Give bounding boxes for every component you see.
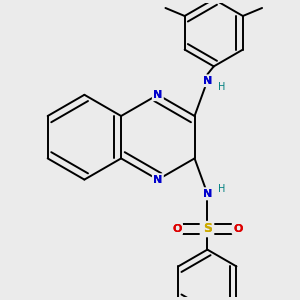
Text: N: N (153, 90, 163, 100)
Text: N: N (203, 189, 212, 199)
Text: N: N (203, 76, 212, 86)
Text: O: O (233, 224, 242, 234)
Text: N: N (153, 90, 163, 100)
Text: N: N (203, 76, 212, 86)
Text: S: S (203, 222, 212, 235)
Text: O: O (172, 224, 182, 234)
Text: H: H (218, 184, 226, 194)
Text: N: N (203, 189, 212, 199)
Text: H: H (218, 82, 226, 92)
Text: N: N (153, 175, 163, 184)
Text: O: O (233, 224, 242, 234)
Text: S: S (203, 222, 212, 235)
Text: N: N (153, 175, 163, 184)
Text: O: O (172, 224, 182, 234)
